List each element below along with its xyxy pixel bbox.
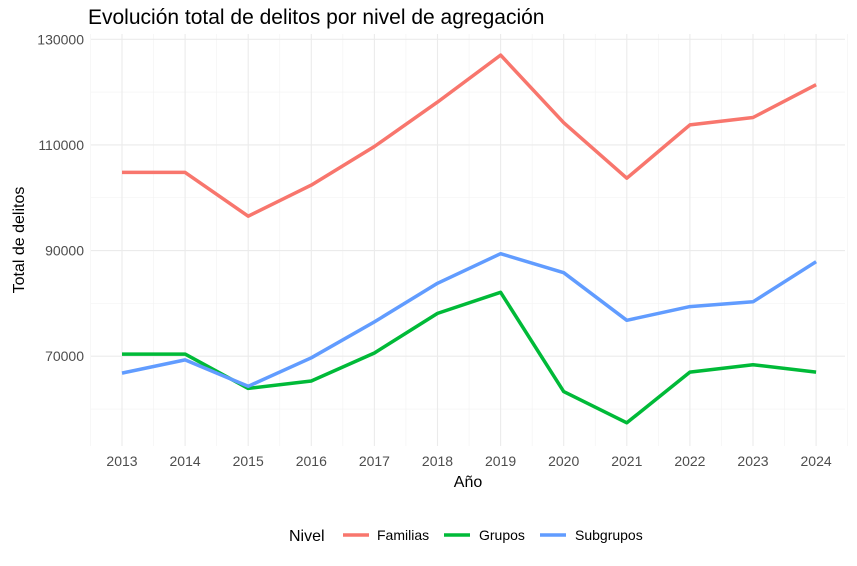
x-tick-label: 2022 (674, 453, 705, 469)
y-axis-title: Total de delitos (11, 187, 28, 294)
x-tick-label: 2019 (485, 453, 516, 469)
x-tick-label: 2014 (170, 453, 201, 469)
x-tick-label: 2021 (611, 453, 642, 469)
x-tick-labels: 2013 2014 2015 2016 2017 2018 2019 2020 2021 2022… (106, 453, 831, 469)
legend-label-subgrupos: Subgrupos (575, 527, 643, 543)
y-tick-label: 70000 (45, 348, 84, 364)
legend-label-grupos: Grupos (479, 527, 525, 543)
x-tick-label: 2013 (106, 453, 137, 469)
y-tick-label: 110000 (38, 137, 84, 153)
x-tick-label: 2023 (737, 453, 768, 469)
major-gridlines (91, 34, 845, 446)
panel-background (91, 34, 845, 446)
legend: Nivel Familias Grupos Subgrupos (289, 527, 643, 545)
x-axis-title: Año (454, 474, 483, 491)
y-tick-labels: 70000 90000 110000 130000 (37, 31, 84, 364)
x-tick-label: 2017 (359, 453, 390, 469)
series-line-familias (122, 53, 817, 218)
y-tick-label: 90000 (45, 243, 84, 259)
x-tick-label: 2015 (233, 453, 264, 469)
x-tick-label: 2016 (296, 453, 327, 469)
legend-label-familias: Familias (377, 527, 429, 543)
series-lines (121, 53, 818, 425)
x-tick-label: 2024 (801, 453, 832, 469)
series-line-subgrupos (121, 251, 818, 389)
x-tick-label: 2018 (422, 453, 453, 469)
chart-title: Evolución total de delitos por nivel de … (88, 6, 545, 29)
x-tick-label: 2020 (548, 453, 579, 469)
y-tick-label: 130000 (37, 31, 84, 47)
legend-title: Nivel (289, 528, 325, 545)
